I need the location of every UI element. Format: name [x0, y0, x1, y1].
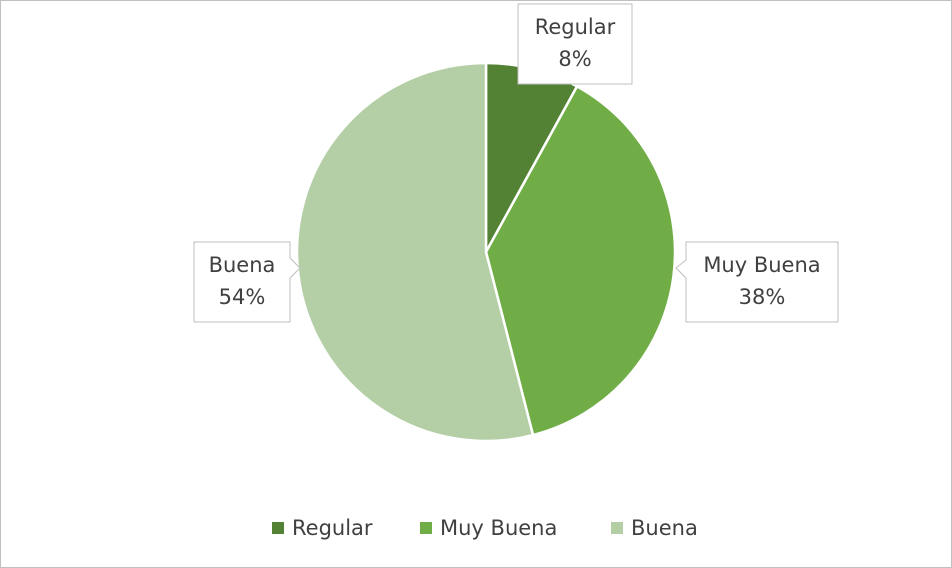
data-label-value: 38%: [739, 285, 786, 309]
legend-swatch: [420, 522, 432, 534]
data-label-box: [517, 3, 633, 85]
legend-label: Buena: [631, 516, 698, 540]
legend-swatch: [611, 522, 623, 534]
data-label-value: 54%: [219, 285, 266, 309]
legend-label: Muy Buena: [440, 516, 557, 540]
data-label-category: Muy Buena: [703, 253, 820, 277]
pie-slice: [295, 61, 535, 443]
pie-slice: [484, 84, 677, 437]
data-label-category: Buena: [209, 253, 276, 277]
legend-label: Regular: [292, 516, 373, 540]
data-label-category: Regular: [535, 15, 616, 39]
data-label-box: [675, 241, 839, 323]
legend-swatch: [272, 522, 284, 534]
data-label-box: [193, 241, 301, 323]
data-label-value: 8%: [558, 47, 591, 71]
